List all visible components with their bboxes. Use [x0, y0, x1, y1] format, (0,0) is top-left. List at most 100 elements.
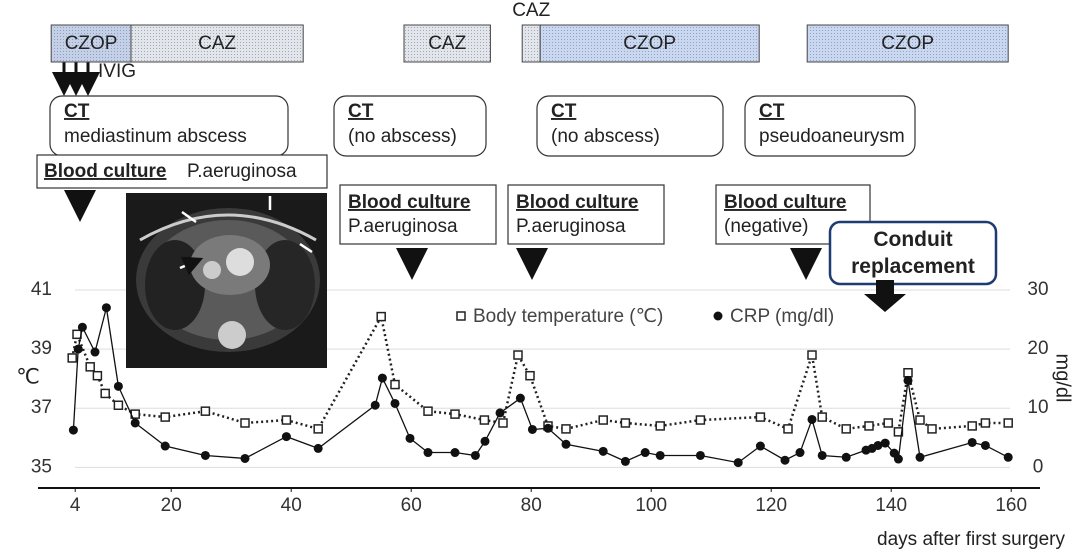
data-point — [405, 433, 415, 443]
data-point — [967, 421, 977, 431]
data-point — [903, 367, 913, 378]
data-point — [883, 418, 893, 428]
data-point — [480, 436, 490, 446]
data-point — [113, 381, 123, 391]
data-point — [841, 424, 851, 434]
legend-marker — [456, 311, 466, 321]
data-point — [101, 303, 111, 313]
data-point — [450, 409, 460, 419]
data-point — [525, 370, 535, 381]
data-point — [470, 450, 480, 460]
data-point — [450, 448, 460, 458]
data-point — [85, 362, 95, 372]
data-point — [598, 415, 608, 425]
y-tick-label: 37 — [31, 397, 52, 418]
data-point — [390, 379, 400, 390]
data-point — [655, 450, 665, 460]
data-point — [423, 406, 433, 416]
data-point — [513, 350, 523, 360]
y2-tick-label: 30 — [1027, 279, 1048, 300]
data-point — [200, 406, 211, 416]
data-point — [527, 424, 537, 434]
ct-title: CT — [759, 101, 785, 122]
legend-label: CRP (mg/dl) — [730, 306, 834, 327]
x-tick-label: 120 — [755, 495, 787, 516]
data-point — [72, 329, 82, 340]
data-point — [841, 452, 851, 462]
data-point — [160, 441, 170, 451]
data-point — [73, 344, 83, 354]
data-point — [561, 439, 571, 449]
ct-box — [536, 95, 724, 157]
data-point — [640, 448, 650, 458]
blood-culture-title: Blood culture — [516, 192, 638, 213]
y2-tick-label: 10 — [1027, 397, 1048, 418]
blood-culture-box — [36, 154, 328, 189]
data-point — [92, 370, 103, 381]
y-tick-label: 35 — [31, 456, 52, 477]
blood-culture-box — [507, 184, 665, 245]
ct-image — [126, 193, 327, 368]
data-point — [655, 421, 665, 431]
data-point — [795, 448, 805, 458]
ct-text: (no abscess) — [551, 126, 660, 147]
data-point — [377, 373, 387, 383]
therapy-label: CZOP — [623, 33, 676, 54]
data-point — [200, 450, 210, 460]
data-point — [67, 353, 77, 363]
data-point — [880, 438, 890, 448]
data-point — [980, 440, 990, 450]
x-tick-label: 140 — [875, 495, 907, 516]
data-point — [915, 452, 925, 462]
data-point — [733, 458, 743, 468]
data-point — [783, 424, 793, 434]
data-point — [376, 311, 386, 322]
data-point — [90, 347, 100, 357]
y-tick-label: 39 — [31, 338, 52, 359]
x-axis-label: days after first surgery — [877, 529, 1065, 550]
legend-marker — [713, 311, 723, 321]
data-point — [695, 450, 705, 460]
therapy-texture — [131, 25, 304, 62]
ct-title: CT — [64, 101, 90, 122]
ivig-arrows — [52, 62, 100, 96]
data-point — [515, 393, 525, 403]
data-point — [927, 424, 937, 434]
data-point — [479, 415, 490, 425]
data-point — [620, 456, 630, 466]
data-point — [1003, 452, 1013, 462]
data-point — [620, 418, 631, 428]
data-point — [313, 443, 323, 453]
blood-culture-box — [339, 184, 497, 245]
ct-box — [744, 95, 916, 157]
x-tick-label: 160 — [995, 495, 1027, 516]
event-label-line: replacement — [851, 255, 975, 278]
ct-box — [333, 95, 487, 157]
ct-title: CT — [551, 101, 577, 122]
data-point — [893, 427, 904, 437]
data-point — [864, 421, 874, 431]
data-point — [873, 440, 883, 450]
data-point — [240, 453, 250, 463]
blood-culture-text: P.aeruginosa — [187, 161, 297, 182]
data-point — [77, 322, 87, 332]
data-point — [543, 423, 553, 433]
event-label-line: Conduit — [873, 228, 952, 251]
data-point — [240, 418, 250, 428]
x-tick-label: 60 — [401, 495, 422, 516]
data-point — [281, 415, 292, 425]
therapy-texture — [807, 25, 1009, 62]
data-point — [68, 425, 78, 435]
data-point — [113, 400, 124, 411]
data-point — [817, 450, 827, 460]
blood-culture-title: Blood culture — [724, 192, 846, 213]
data-point — [755, 412, 766, 422]
therapy-label: CAZ — [512, 0, 550, 21]
ct-title: CT — [348, 101, 374, 122]
blood-culture-text: P.aeruginosa — [348, 216, 458, 237]
ct-text: pseudoaneurysm — [759, 126, 905, 147]
event-box — [828, 220, 998, 286]
y2-tick-label: 20 — [1027, 338, 1048, 359]
data-point — [370, 400, 380, 410]
